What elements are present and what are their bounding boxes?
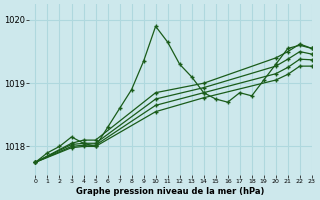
X-axis label: Graphe pression niveau de la mer (hPa): Graphe pression niveau de la mer (hPa): [76, 187, 265, 196]
